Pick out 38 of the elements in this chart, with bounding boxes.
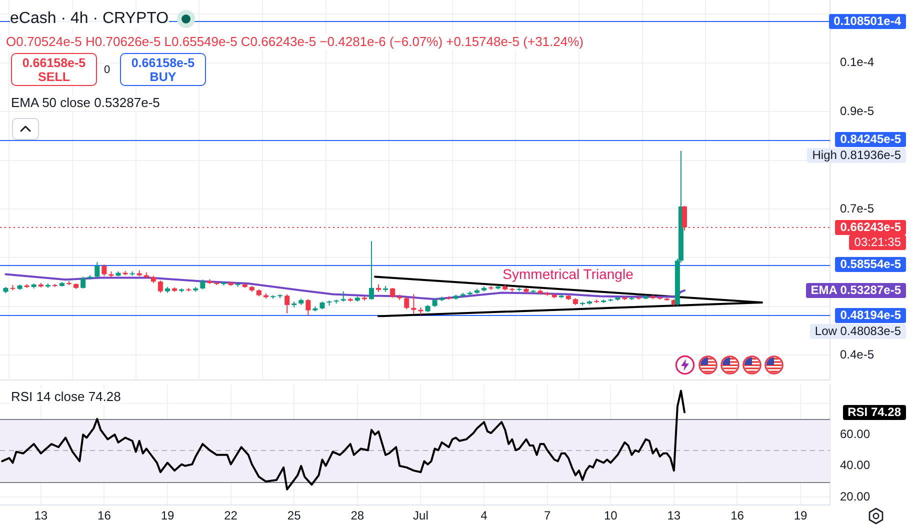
y-tick-label: 40.00 [840,458,870,472]
ref-line-label: 0.66243e-5 [835,220,906,235]
x-tick-label: 22 [224,508,238,523]
y-tick-label: 20.00 [840,489,870,504]
annotation: High 0.81936e-5 [807,148,906,164]
y-tick-label: 0.9e-5 [840,104,874,118]
annotation: EMA 0.53287e-5 [806,282,906,298]
annotation: EMA 50 close 0.53287e-5 [11,95,160,111]
x-tick-label: 4 [480,508,488,523]
ref-line-label: 0.108501e-4 [828,14,906,29]
annotation: 0 [104,62,110,78]
annotation: 0.66158e-5 BUY [130,56,196,84]
text: 03:21:35 [849,234,906,250]
ref-line-label: 0.58554e-5 [835,257,906,272]
text: RSI 74.28 [842,404,906,420]
x-tick-label: 10 [604,508,618,523]
x-tick-label: 7 [544,508,551,523]
x-tick-label: 28 [350,508,364,523]
y-tick-label: 0.7e-5 [840,201,874,216]
annotation: 0.66158e-5 SELL [21,56,87,84]
x-tick-label: 19 [794,508,808,523]
annotation: Symmetrical Triangle [502,266,634,282]
x-tick-label: 13 [667,508,681,523]
ref-line-label: 0.48194e-5 [835,308,906,323]
x-tick-label: 19 [160,508,174,523]
annotation: Low 0.48083e-5 [810,324,906,339]
text: O0.70524e-5 H0.70626e-5 L0.65549e-5 C0.66243e-5 −0.4281e-6 (−6.07%) +0.15748e-5 (+31.24%) [6,34,584,50]
ref-line-label: 0.84245e-5 [835,132,906,148]
y-tick-label: 60.00 [840,426,870,441]
x-tick-label: Jul [413,508,428,523]
x-tick-label: 16 [98,508,112,523]
x-tick-label: 13 [34,508,48,523]
x-tick-label: 25 [287,508,302,523]
y-tick-label: 0.4e-5 [840,347,874,362]
y-tick-label: 0.1e-4 [840,55,874,70]
x-tick-label: 16 [730,508,744,523]
chart-title: RSI 14 close 74.28 [11,389,121,405]
text: eCash · 4h · CRYPTO [10,9,169,29]
